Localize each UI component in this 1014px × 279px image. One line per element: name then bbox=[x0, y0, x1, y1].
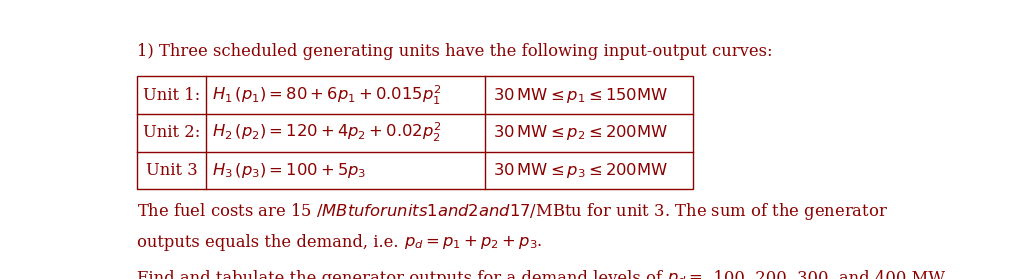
Text: 1) Three scheduled generating units have the following input-output curves:: 1) Three scheduled generating units have… bbox=[137, 43, 773, 60]
Text: Unit 1:: Unit 1: bbox=[143, 87, 200, 104]
Text: $30\,\mathrm{MW} \leq p_1 \leq 150\mathrm{MW}$: $30\,\mathrm{MW} \leq p_1 \leq 150\mathr… bbox=[493, 86, 668, 105]
Text: $30\,\mathrm{MW} \leq p_3 \leq 200\mathrm{MW}$: $30\,\mathrm{MW} \leq p_3 \leq 200\mathr… bbox=[493, 161, 668, 180]
Text: 100, 200, 300, and 400 MW.: 100, 200, 300, and 400 MW. bbox=[703, 270, 947, 279]
Text: $p_d =$: $p_d =$ bbox=[667, 270, 703, 279]
Text: $H_2\,(p_2) = 120 + 4p_2 + 0.02p_2^2$: $H_2\,(p_2) = 120 + 4p_2 + 0.02p_2^2$ bbox=[212, 121, 442, 145]
Bar bbox=[137, 76, 694, 189]
Text: outputs equals the demand, i.e.: outputs equals the demand, i.e. bbox=[137, 234, 404, 251]
Text: Unit 2:: Unit 2: bbox=[143, 124, 200, 141]
Text: $H_3\,(p_3) = 100 + 5p_3$: $H_3\,(p_3) = 100 + 5p_3$ bbox=[212, 161, 367, 180]
Text: Find and tabulate the generator outputs for a demand levels of: Find and tabulate the generator outputs … bbox=[137, 270, 667, 279]
Text: $H_1\,(p_1) = 80 + 6p_1 + 0.015p_1^2$: $H_1\,(p_1) = 80 + 6p_1 + 0.015p_1^2$ bbox=[212, 84, 442, 107]
Text: $p_d = p_1 + p_2 + p_3$.: $p_d = p_1 + p_2 + p_3$. bbox=[404, 234, 542, 251]
Text: $30\,\mathrm{MW} \leq p_2 \leq 200\mathrm{MW}$: $30\,\mathrm{MW} \leq p_2 \leq 200\mathr… bbox=[493, 123, 668, 142]
Text: The fuel costs are 15 $/MBtu for units 1 and 2 and 17 $/MBtu for unit 3. The sum: The fuel costs are 15 $/MBtu for units 1… bbox=[137, 201, 888, 222]
Text: Unit 3: Unit 3 bbox=[146, 162, 198, 179]
